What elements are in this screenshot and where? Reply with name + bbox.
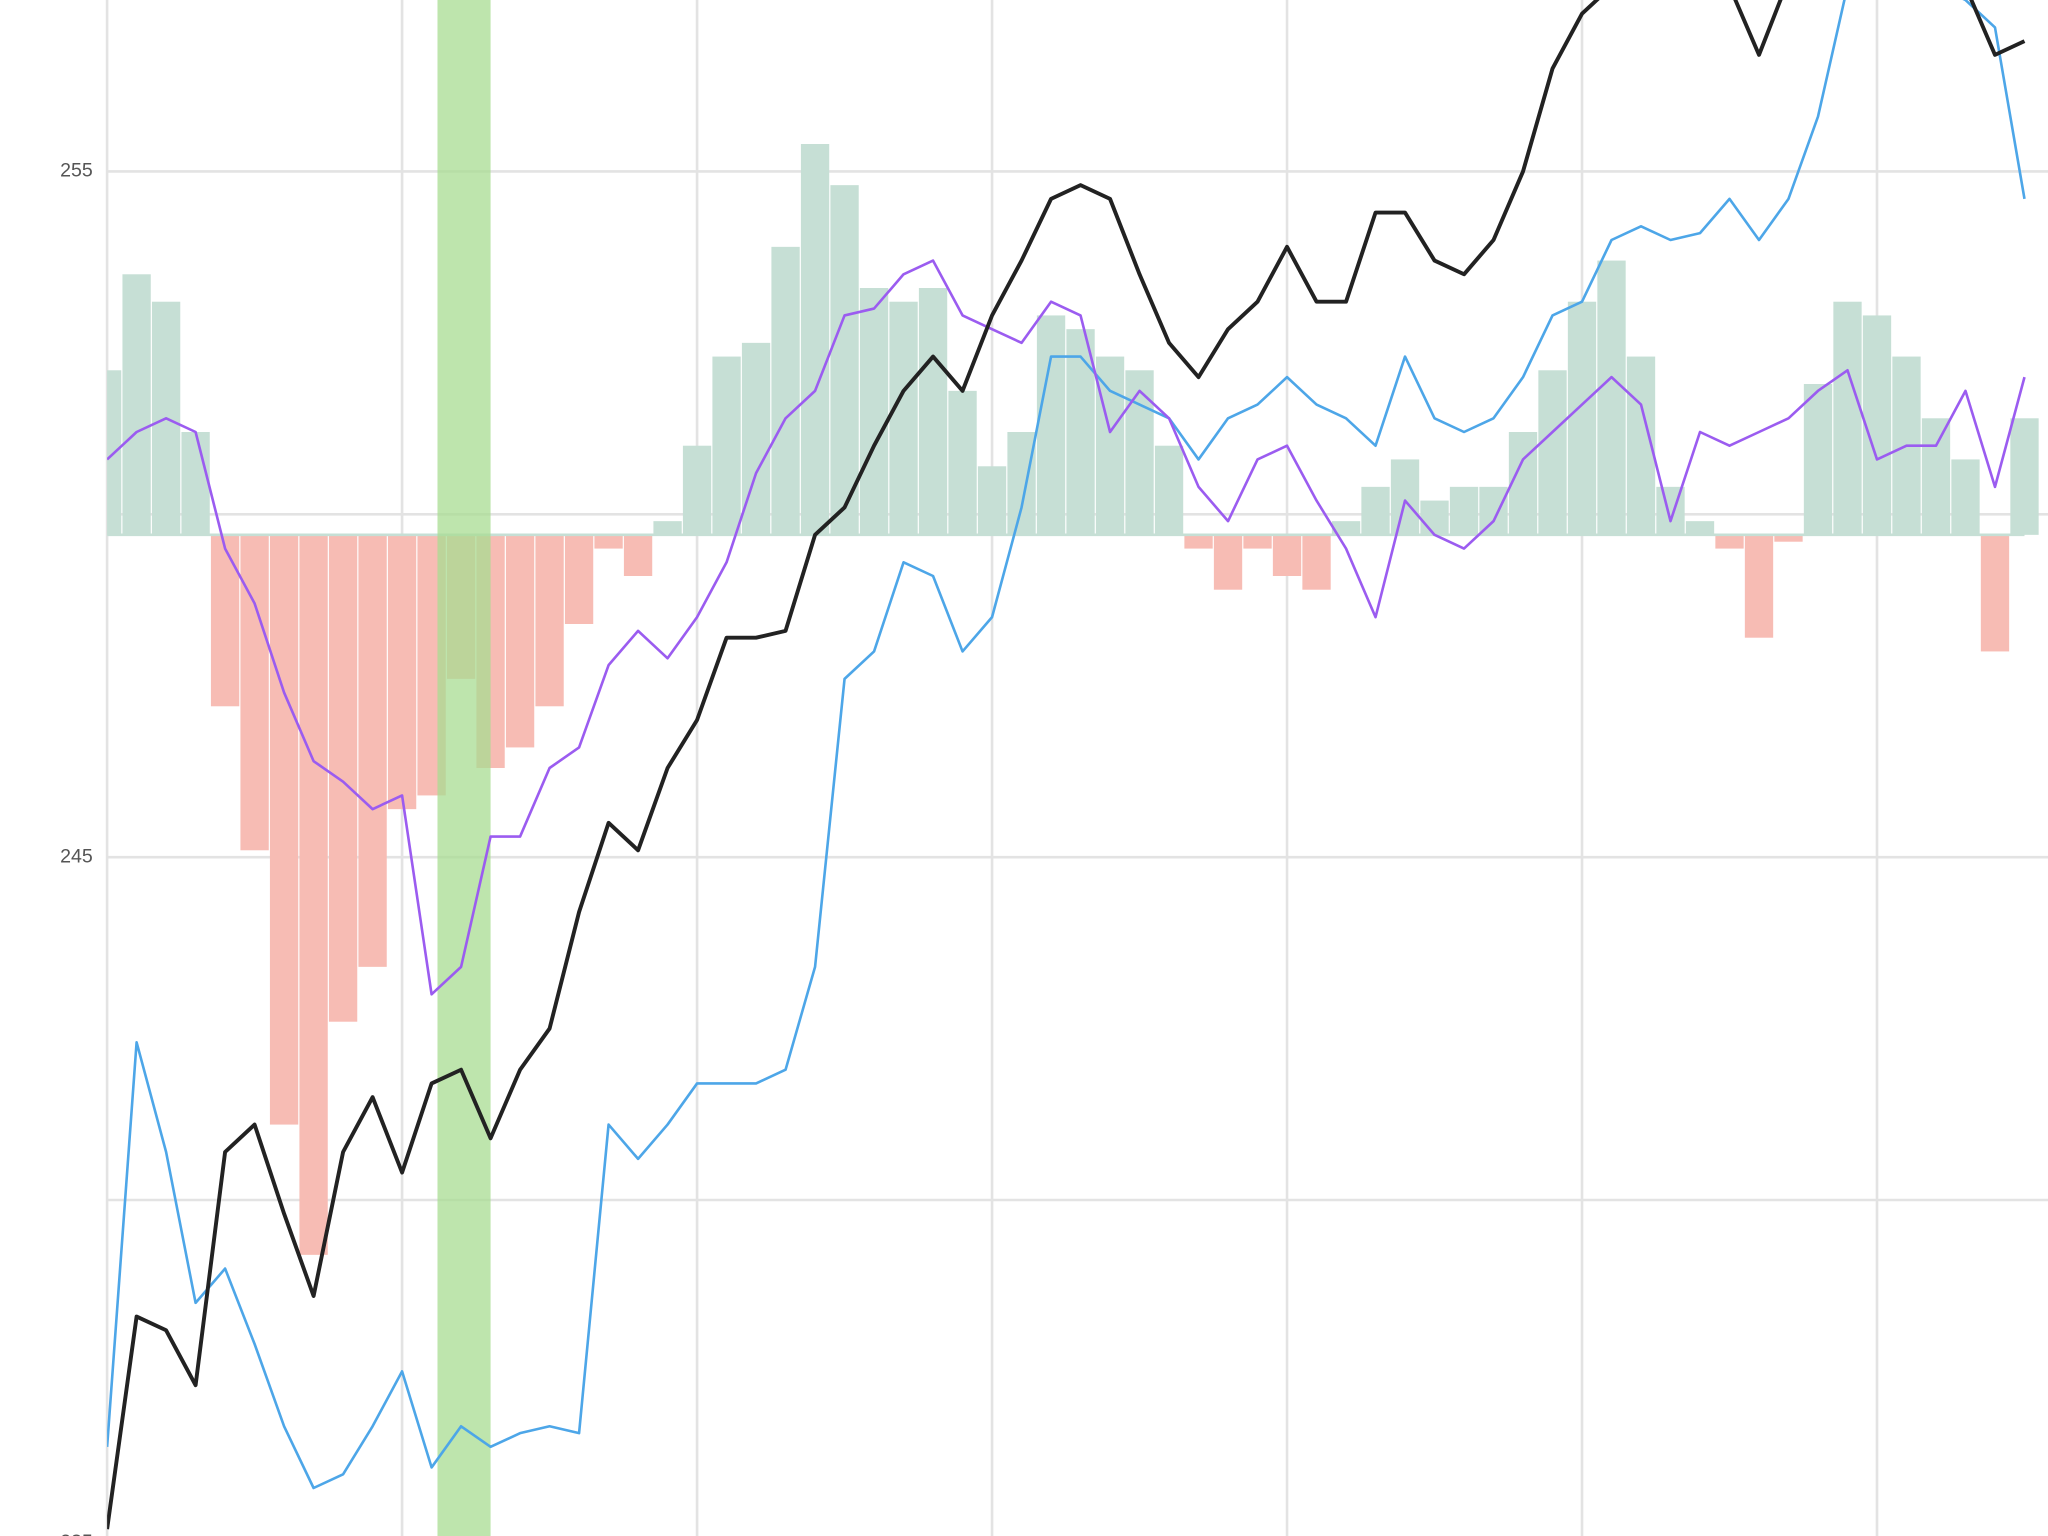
histogram-bar [328, 534, 358, 1022]
histogram-bar [977, 466, 1007, 535]
histogram-bar [210, 534, 240, 707]
price-line [107, 0, 2026, 1530]
lines [107, 0, 2026, 1530]
histogram-bar [1479, 486, 1508, 535]
histogram-bar [1184, 534, 1213, 549]
histogram-bar [1272, 534, 1302, 576]
histogram-bar [918, 288, 948, 535]
histogram-bar [1066, 329, 1095, 535]
histogram-bar [1774, 534, 1803, 542]
histogram-bar [594, 534, 623, 549]
histogram-bar [1833, 301, 1862, 535]
histogram-bar [1420, 500, 1449, 535]
histogram-bar [1951, 459, 1980, 535]
histogram-bar [1980, 534, 2010, 652]
histogram-bar [299, 534, 328, 1255]
price-line [107, 0, 2026, 1490]
axis-labels: 235 245 255 [60, 160, 93, 1536]
histogram-bar [122, 274, 151, 535]
histogram-bar [1331, 521, 1361, 535]
histogram-bar [682, 445, 712, 535]
histogram-bar [712, 356, 741, 535]
histogram-bar [240, 534, 269, 851]
histogram-bar [1803, 384, 1833, 535]
histogram-bar [1567, 301, 1597, 535]
histogram-bar [1538, 370, 1567, 535]
histogram-bar [2010, 418, 2039, 535]
histogram-bar [859, 288, 889, 535]
histogram-bar [1213, 534, 1243, 590]
histogram-bar [1243, 534, 1272, 549]
histogram-bar [1715, 534, 1744, 549]
histogram-bar [771, 246, 800, 535]
histogram-bar [1154, 445, 1184, 535]
histogram-bar [1361, 486, 1390, 535]
histogram-bar [181, 432, 210, 535]
histogram-bar [269, 534, 299, 1125]
histogram-bar [1007, 432, 1036, 535]
histogram-bar [1508, 432, 1538, 535]
histogram-bar [1302, 534, 1331, 590]
histogram-bar [387, 534, 417, 810]
histogram-bar [1597, 260, 1626, 535]
histogram-bar [948, 390, 977, 535]
histogram-bar [1744, 534, 1774, 638]
y-tick-label: 245 [60, 845, 93, 867]
histogram-bar [505, 534, 535, 748]
histogram-bar [1390, 459, 1420, 535]
y-tick-label: 235 [60, 1531, 93, 1536]
highlight-layer [437, 0, 491, 1536]
histogram-bar [889, 301, 918, 535]
histogram-bar [564, 534, 594, 624]
histogram-bar [1862, 315, 1892, 535]
histogram-bar [1125, 370, 1154, 535]
histogram-bar [1036, 315, 1066, 535]
histogram [107, 144, 2039, 1255]
histogram-bar [830, 185, 859, 535]
histogram-bar [1449, 486, 1479, 535]
y-tick-label: 255 [60, 160, 93, 182]
histogram-bar [1921, 418, 1951, 535]
histogram-bar [800, 144, 830, 535]
histogram-bar [358, 534, 387, 967]
price-line [107, 259, 2026, 996]
histogram-bar [653, 521, 682, 535]
highlight-band [437, 0, 491, 1536]
histogram-bar [1095, 356, 1125, 535]
histogram-bar [1685, 521, 1715, 535]
histogram-bar [623, 534, 653, 576]
histogram-bar [535, 534, 564, 707]
